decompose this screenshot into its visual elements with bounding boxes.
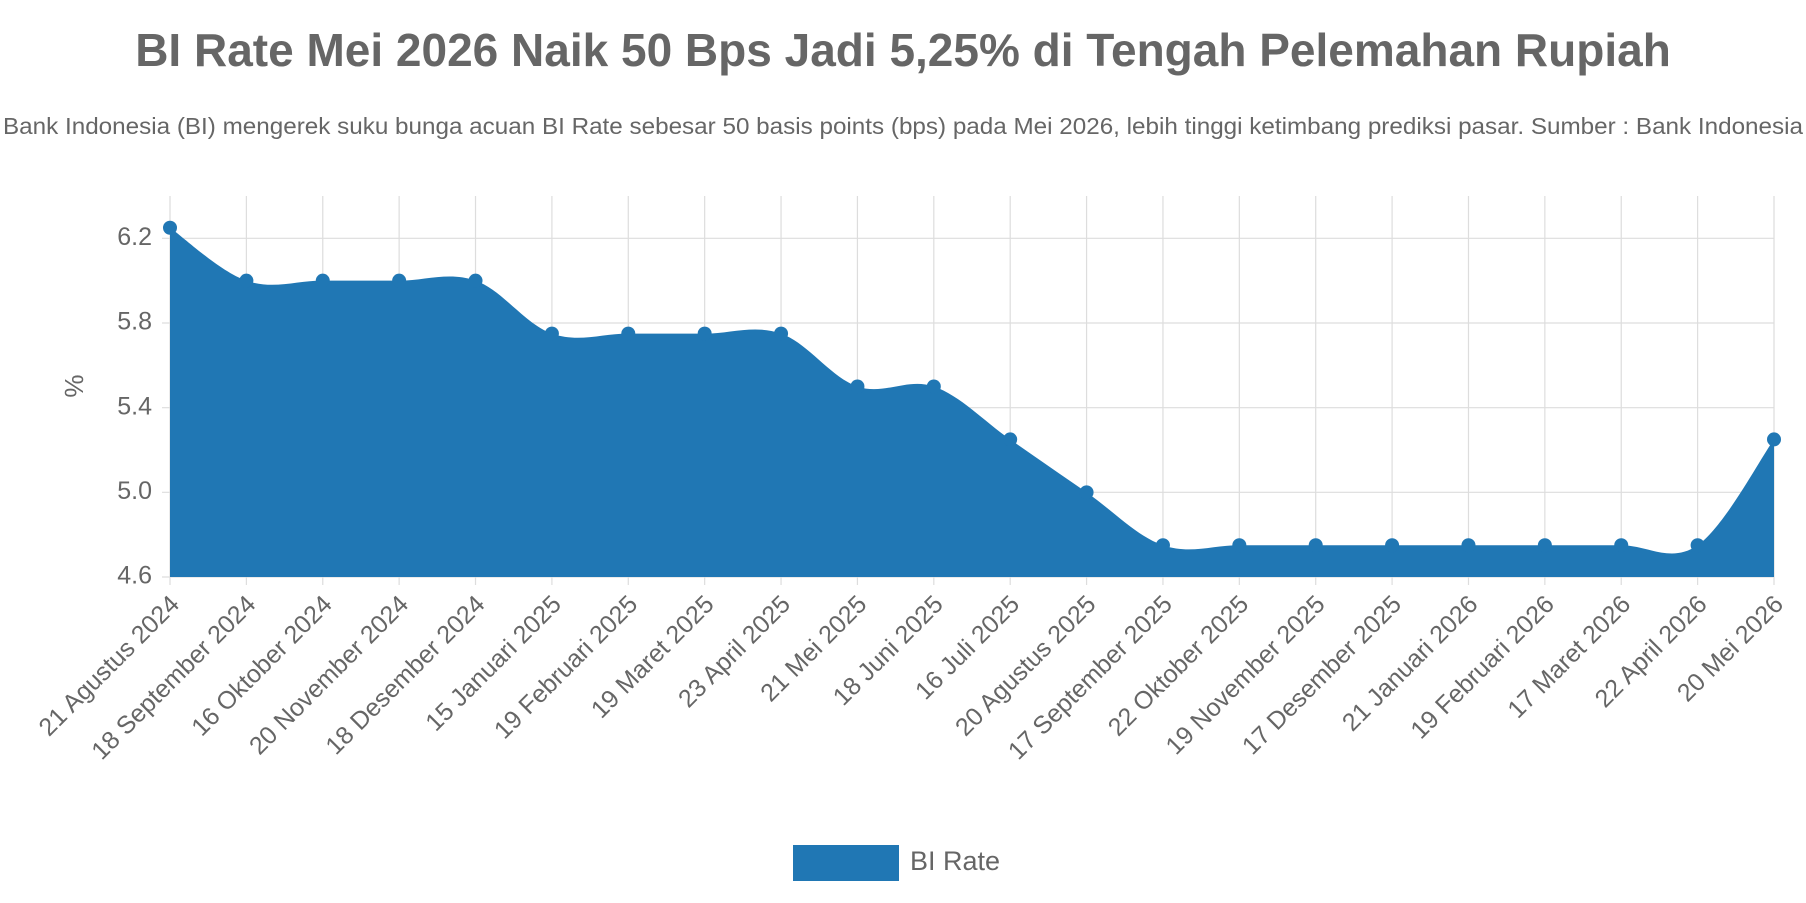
x-tick-label: 20 Agustus 2025 xyxy=(950,590,1102,742)
y-tick-label: 5.8 xyxy=(117,308,152,336)
point xyxy=(392,273,407,288)
point xyxy=(1537,538,1552,553)
point xyxy=(468,273,483,288)
point xyxy=(1385,538,1400,553)
point xyxy=(1767,432,1781,447)
x-tick-label: 15 Januari 2025 xyxy=(420,590,567,737)
point xyxy=(621,326,636,341)
y-axis-label: % xyxy=(59,374,89,397)
x-tick-label: 22 Oktober 2025 xyxy=(1103,590,1254,741)
point xyxy=(544,326,559,341)
point xyxy=(1003,432,1018,447)
point xyxy=(1461,538,1476,553)
point xyxy=(697,326,712,341)
point xyxy=(315,273,330,288)
area xyxy=(170,227,1774,577)
point xyxy=(163,220,177,235)
point xyxy=(774,326,789,341)
point xyxy=(1232,538,1247,553)
legend-label: BI Rate xyxy=(910,846,1000,876)
legend-swatch xyxy=(793,845,899,881)
y-tick-label: 6.2 xyxy=(117,223,152,251)
point xyxy=(239,273,254,288)
chart-title: BI Rate Mei 2026 Naik 50 Bps Jadi 5,25% … xyxy=(135,24,1671,76)
y-tick-label: 5.4 xyxy=(117,392,152,420)
x-tick-label: 21 Januari 2026 xyxy=(1337,590,1484,737)
y-tick-label: 5.0 xyxy=(117,477,152,505)
point xyxy=(1155,538,1170,553)
x-tick-label: 21 Agustus 2024 xyxy=(33,590,185,742)
point xyxy=(1308,538,1323,553)
chart-subtitle: Bank Indonesia (BI) mengerek suku bunga … xyxy=(3,113,1803,139)
point xyxy=(1614,538,1629,553)
point xyxy=(1690,538,1705,553)
x-tick-label: 19 Februari 2025 xyxy=(489,590,643,744)
point xyxy=(1079,485,1094,500)
point xyxy=(850,379,865,394)
y-tick-label: 4.6 xyxy=(117,562,152,590)
x-tick-label: 16 Oktober 2024 xyxy=(186,590,338,742)
point xyxy=(926,379,941,394)
x-tick-label: 19 Februari 2026 xyxy=(1405,590,1559,744)
